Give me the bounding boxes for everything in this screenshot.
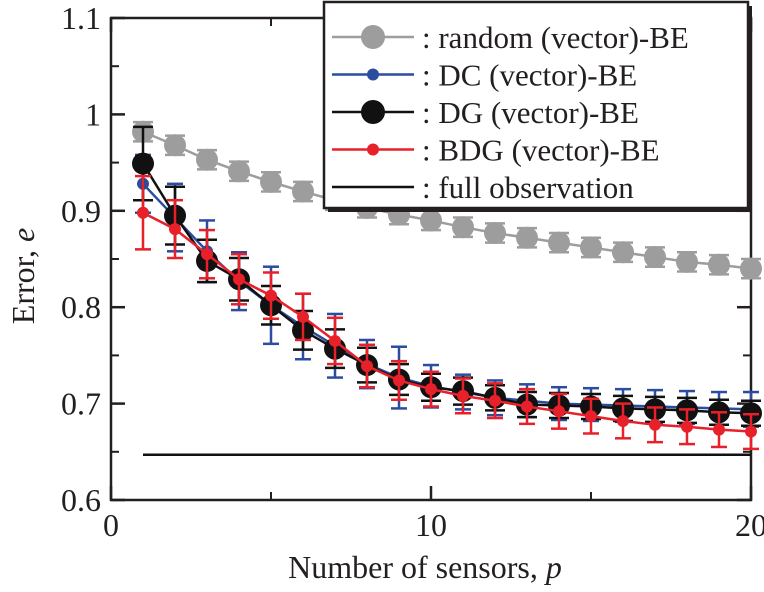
series-line (142, 182, 752, 411)
data-point (260, 170, 282, 193)
legend-label: : full observation (422, 170, 634, 205)
x-tick-label: 0 (103, 507, 119, 543)
data-point (169, 223, 181, 236)
legend-item: : full observation (332, 170, 634, 205)
data-point (708, 253, 730, 276)
legend-swatch-marker (361, 100, 385, 124)
data-point (228, 160, 250, 183)
legend-label: : BDG (vector)-BE (422, 133, 660, 168)
legend-item: : DG (vector)-BE (332, 95, 639, 130)
legend-label: : DG (vector)-BE (422, 95, 639, 130)
data-point (425, 383, 437, 396)
data-point (201, 248, 213, 261)
y-tick-label: 0.7 (61, 386, 101, 422)
data-point (137, 206, 149, 219)
y-axis-label: Error, e (5, 228, 41, 324)
y-tick-label: 0.9 (61, 193, 101, 229)
data-point (521, 400, 533, 413)
y-tick-label: 1.1 (61, 0, 101, 36)
data-point (484, 221, 506, 244)
data-point (393, 374, 405, 387)
data-point (516, 226, 538, 249)
data-point (233, 273, 245, 286)
y-tick-label: 1 (85, 96, 101, 132)
series-4 (135, 174, 759, 451)
legend-swatch-marker (367, 68, 379, 81)
y-tick-label: 0.6 (61, 482, 101, 518)
x-axis-label: Number of sensors, p (288, 549, 562, 585)
data-point (164, 134, 186, 157)
data-point (580, 236, 602, 259)
data-point (585, 410, 597, 423)
series-line (142, 211, 752, 433)
legend-item: : BDG (vector)-BE (332, 133, 660, 168)
legend-label: : random (vector)-BE (422, 20, 689, 55)
data-point (132, 152, 154, 175)
data-point (676, 250, 698, 273)
data-point (196, 148, 218, 171)
data-point (617, 414, 629, 427)
data-point (745, 425, 757, 438)
axis-ticks: 0.6 0.7 0.8 0.9 1 1.1 0 10 20 (61, 0, 764, 543)
data-point (452, 216, 474, 239)
data-point (644, 246, 666, 269)
legend-label: : DC (vector)-BE (422, 58, 637, 93)
legend-swatch-marker (367, 143, 379, 156)
data-point (457, 389, 469, 402)
data-point (297, 310, 309, 323)
y-tick-label: 0.8 (61, 289, 101, 325)
data-point (740, 257, 762, 280)
data-point (681, 420, 693, 433)
series-layer (132, 120, 762, 456)
data-point (361, 360, 373, 373)
data-point (292, 180, 314, 203)
data-point (420, 209, 442, 232)
x-tick-label: 20 (735, 507, 764, 543)
data-point (489, 394, 501, 407)
data-point (329, 334, 341, 347)
data-point (265, 289, 277, 302)
legend-item: : random (vector)-BE (332, 20, 689, 55)
legend-swatch-marker (361, 25, 385, 49)
data-point (713, 423, 725, 436)
data-point (612, 241, 634, 264)
data-point (548, 231, 570, 254)
legend: : random (vector)-BE: DC (vector)-BE: DG… (322, 0, 752, 212)
x-tick-label: 10 (415, 507, 447, 543)
data-point (553, 405, 565, 418)
legend-item: : DC (vector)-BE (332, 58, 637, 93)
data-point (649, 418, 661, 431)
